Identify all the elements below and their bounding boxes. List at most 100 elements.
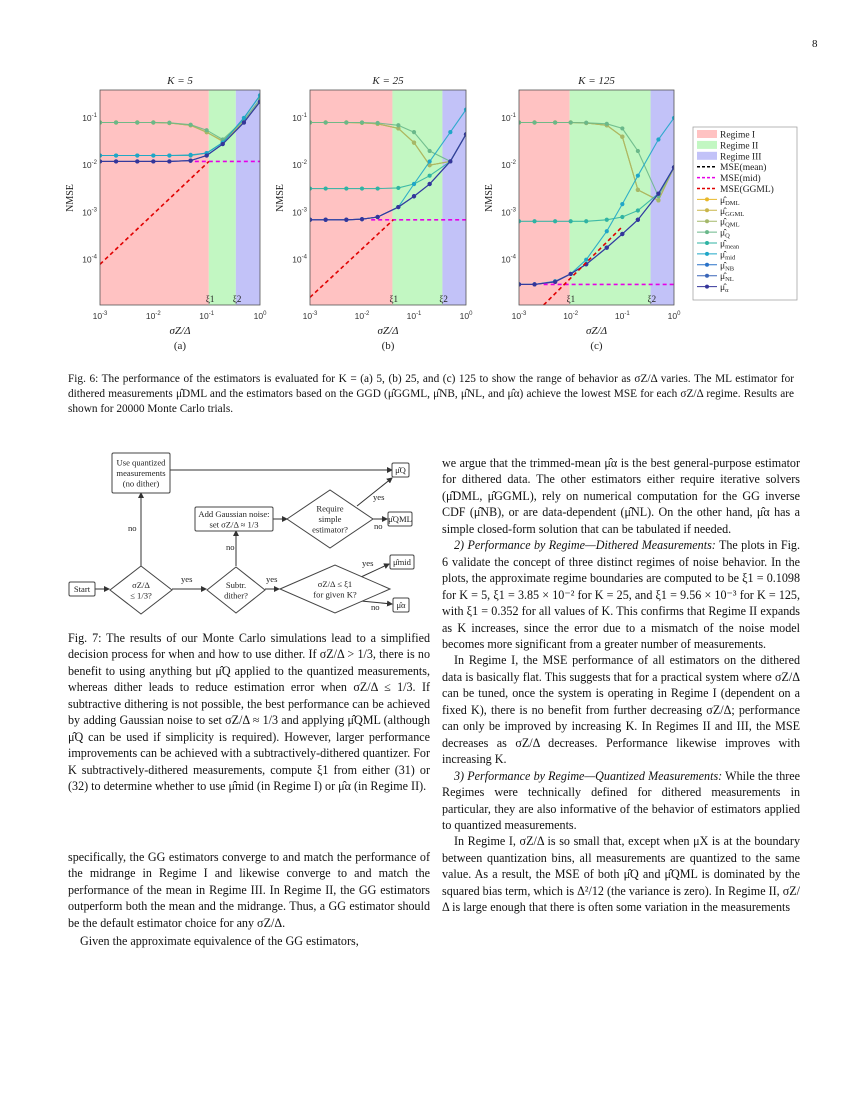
data-point-alpha xyxy=(427,181,432,187)
legend-label-NB: μ̂NB xyxy=(720,260,735,272)
legend-label-alpha: μ̂α xyxy=(720,282,729,294)
data-point-mid xyxy=(671,115,674,121)
paragraph: In Regime I, σZ/Δ is so small that, exce… xyxy=(442,834,800,915)
xi2-label: ξ2 xyxy=(648,294,657,304)
edge-require-yes xyxy=(356,477,393,507)
regime-2-band xyxy=(208,90,236,305)
data-point-mid xyxy=(463,107,466,112)
data-point-alpha xyxy=(113,159,119,164)
y-tick-label: 10-3 xyxy=(82,207,97,217)
data-point-Q xyxy=(344,120,349,125)
legend-marker-Q xyxy=(705,230,709,235)
paragraph: Given the approximate equivalence of the… xyxy=(80,934,359,949)
plot-lines xyxy=(100,93,260,265)
data-point-mean xyxy=(344,186,349,191)
data-point-alpha xyxy=(656,191,661,196)
y-tick-label: 10-2 xyxy=(82,160,97,170)
data-point-alpha xyxy=(323,217,328,222)
legend-marker-mid xyxy=(705,251,709,256)
node-box xyxy=(194,506,274,532)
x-tick-label: 100 xyxy=(460,311,473,321)
y-tick-label: 10-1 xyxy=(82,113,97,123)
paragraph: In Regime I, the MSE performance of all … xyxy=(442,653,800,767)
edge-label-no: no xyxy=(374,521,383,531)
data-point-mid xyxy=(411,181,417,187)
legend-label-mse_mean: MSE(mean) xyxy=(720,162,766,173)
data-point-alpha xyxy=(532,282,537,287)
y-tick-label: 10-3 xyxy=(292,207,307,217)
legend-marker-QML xyxy=(705,219,709,224)
panel-title: K = 25 xyxy=(371,75,404,87)
node-box xyxy=(387,511,413,527)
node-label: simple xyxy=(319,514,342,524)
data-point-alpha xyxy=(463,132,466,137)
data-point-mean xyxy=(427,173,432,178)
data-point-mean xyxy=(310,186,313,191)
x-tick-label: 10-1 xyxy=(407,311,422,321)
xi1-label: ξ1 xyxy=(389,294,398,304)
output-mu-alpha: μ̂α xyxy=(392,597,410,613)
data-point-mid xyxy=(257,93,260,98)
data-point-Q xyxy=(604,121,609,126)
y-axis-label: NMSE xyxy=(275,184,286,212)
data-point-alpha xyxy=(204,153,209,158)
output-mu-mid: μ̂mid xyxy=(389,554,415,570)
x-axis-label: σZ/Δ xyxy=(586,325,607,337)
nmse-panel-3 xyxy=(518,89,675,306)
plot-lines xyxy=(519,115,674,305)
regime-3-band xyxy=(442,90,466,305)
node-label: σZ/Δ ≤ ξ1 xyxy=(318,579,352,589)
regime-2-band xyxy=(569,90,651,305)
node-label: estimator? xyxy=(312,525,348,535)
data-point-Q xyxy=(568,120,573,125)
start-node: Start xyxy=(68,581,96,597)
paragraph-text: The plots in Fig. 6 validate the concept… xyxy=(442,538,801,651)
node-box xyxy=(111,452,171,494)
x-tick-label: 10-2 xyxy=(563,311,578,321)
series-line-mean xyxy=(310,134,466,190)
right-column-body: we argue that the trimmed-mean μ̂α is th… xyxy=(442,455,800,916)
data-point-mean xyxy=(604,217,609,222)
paragraph-text: While the three Regimes were technically… xyxy=(442,768,801,832)
data-point-alpha xyxy=(396,204,401,210)
data-point-QML xyxy=(427,163,432,168)
xi1-label: ξ1 xyxy=(206,294,215,304)
subtr-dither-decision: Subtr.dither? xyxy=(206,566,266,614)
xi1-label: ξ1 xyxy=(567,294,576,304)
x-tick-label: 100 xyxy=(668,311,681,321)
cond1-decision: σZ/Δ≤ 1/3? xyxy=(109,565,173,615)
data-point-alpha xyxy=(188,158,193,163)
data-point-Q xyxy=(584,120,589,125)
data-point-Q xyxy=(635,148,640,154)
edge-label-no: no xyxy=(128,523,137,533)
data-point-mid xyxy=(167,153,172,158)
node-label: Use quantized xyxy=(117,458,167,468)
data-point-mean xyxy=(532,219,537,224)
legend-label-regime3: Regime III xyxy=(720,152,761,162)
node-label: set σZ/Δ ≈ 1/3 xyxy=(209,519,258,529)
data-point-Q xyxy=(411,130,417,135)
decision-diamond xyxy=(109,565,173,615)
edge-label-yes: yes xyxy=(181,574,193,584)
data-point-Q xyxy=(323,120,328,125)
x-tick-label: 10-3 xyxy=(93,311,108,321)
subsection-heading: 2) Performance by Regime—Dithered Measur… xyxy=(454,538,716,553)
panel-title: K = 5 xyxy=(166,75,193,87)
page-number: 8 xyxy=(812,38,818,50)
legend-marker-NB xyxy=(705,262,709,267)
legend-swatch-regime2 xyxy=(697,140,717,149)
data-point-QML xyxy=(396,126,401,131)
series-line-Q xyxy=(310,121,466,163)
y-axis-label: NMSE xyxy=(65,184,76,212)
data-point-QML xyxy=(411,140,417,145)
paragraph: specifically, the GG estimators converge… xyxy=(68,850,430,930)
paragraph: we argue that the trimmed-mean μ̂α is th… xyxy=(442,456,800,536)
figure-6-and-7: 10-3 10-2 10-1 100 10-1 10-2 10-3 10-4 ξ1 ξ2 K = 5… xyxy=(65,75,798,615)
data-point-Q xyxy=(310,120,313,125)
y-tick-label: 10-3 xyxy=(501,207,516,217)
data-point-alpha xyxy=(135,159,140,164)
data-point-mid xyxy=(427,159,432,164)
legend-label-QML: μ̂QML xyxy=(720,217,740,229)
x-tick-label: 10-3 xyxy=(303,311,318,321)
data-point-Q xyxy=(188,122,193,127)
